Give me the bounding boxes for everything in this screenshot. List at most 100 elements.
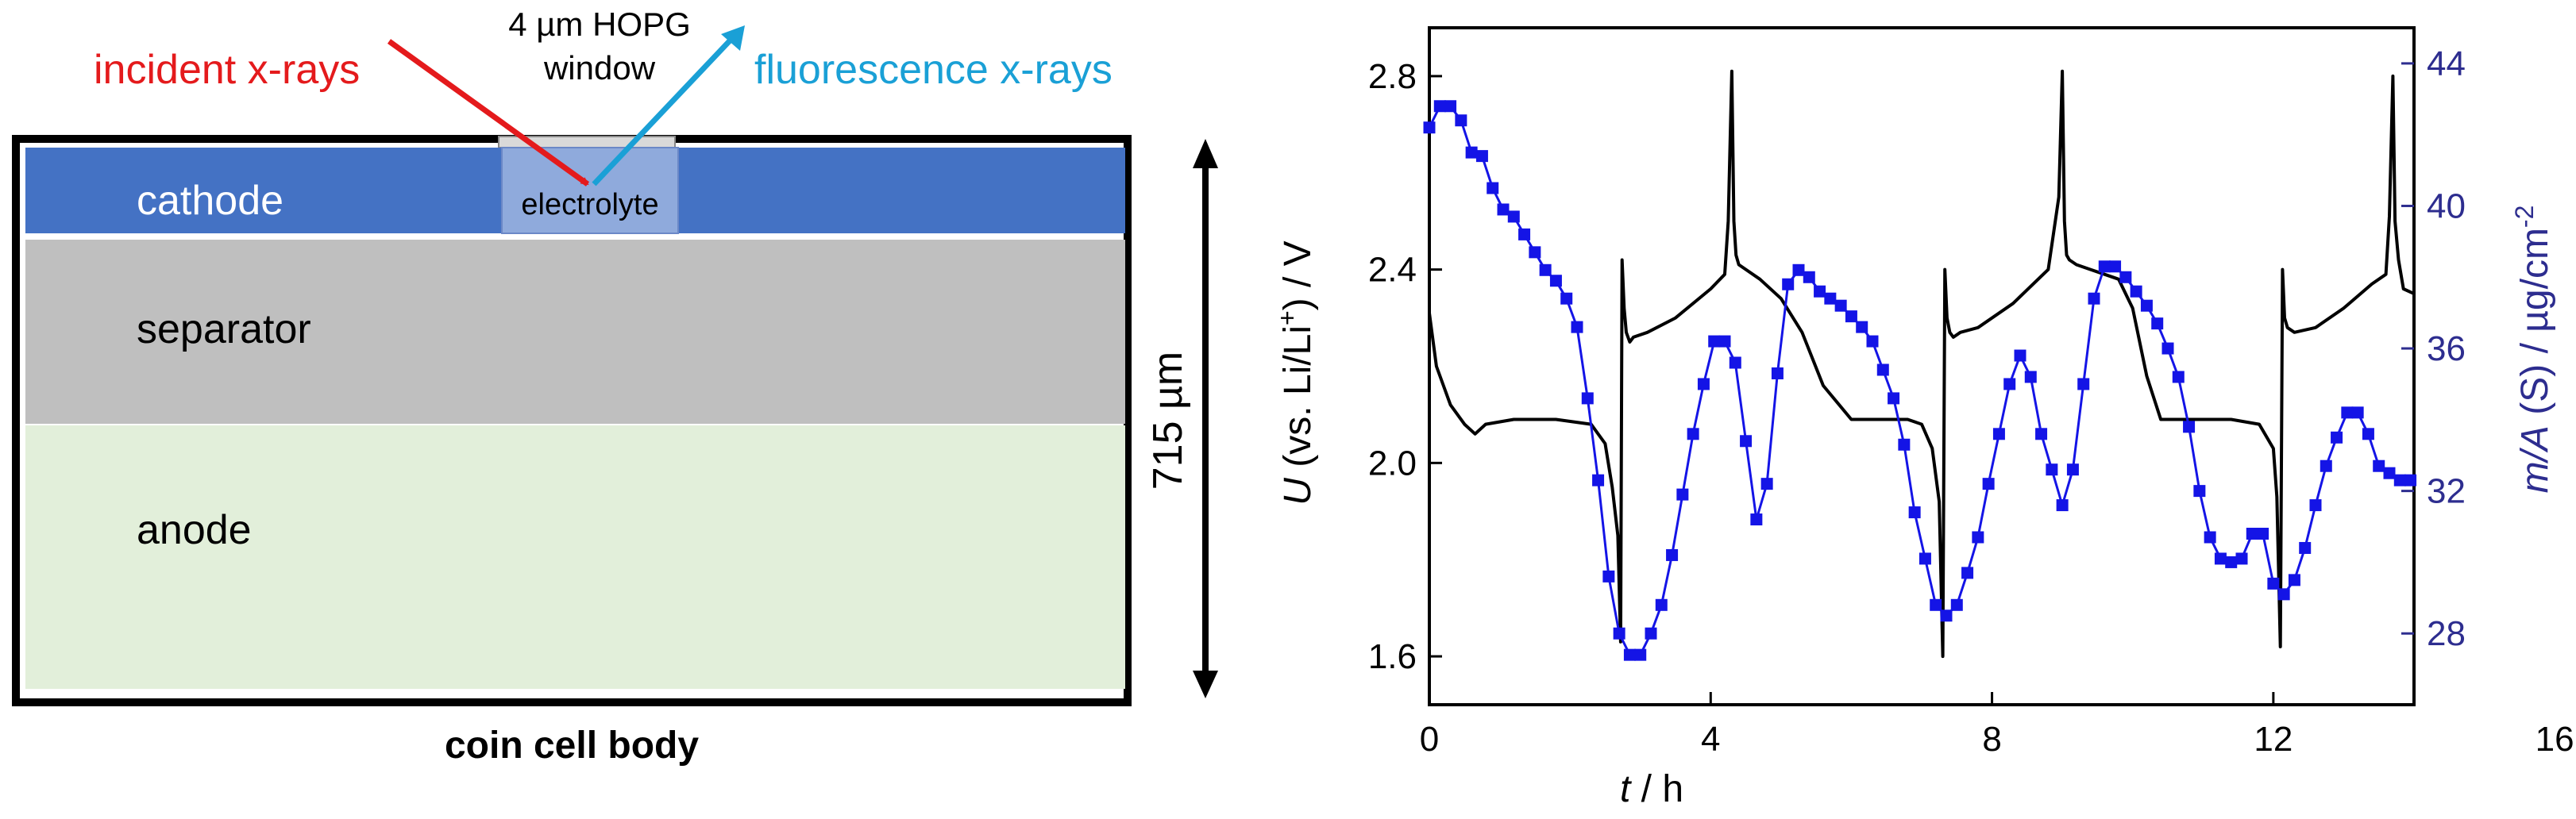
mass-point	[2277, 588, 2290, 601]
x-axis-ticks: 0 4 8 12 16	[1420, 692, 2574, 759]
series-layer	[1423, 69, 2417, 661]
mass-point	[1433, 100, 1446, 113]
mass-point	[2098, 260, 2111, 273]
mass-point	[2373, 459, 2385, 472]
y-right-axis-label-var: m/A	[2514, 425, 2556, 493]
x-axis-label-unit: / h	[1630, 768, 1683, 810]
mass-point	[1992, 428, 2005, 440]
mass-point	[2393, 474, 2406, 486]
y-right-tick-label: 36	[2427, 329, 2466, 368]
fluorescence-arrow-head	[721, 25, 745, 51]
mass-point	[2362, 428, 2374, 440]
mass-point	[1507, 210, 1520, 223]
mass-point	[1518, 228, 1531, 240]
mass-point	[2003, 378, 2016, 390]
mass-point	[1718, 335, 1731, 348]
mass-point	[1465, 146, 1478, 159]
mass-point	[2225, 556, 2238, 568]
mass-point	[1961, 567, 1974, 579]
y-left-axis-label-end: ) / V	[1277, 240, 1319, 310]
mass-point	[2341, 406, 2354, 419]
x-tick-label: 12	[2254, 720, 2293, 759]
mass-point	[2035, 428, 2048, 440]
mass-point	[1782, 278, 1795, 290]
mass-point	[2046, 463, 2058, 476]
mass-point	[2204, 531, 2216, 544]
mass-point	[1697, 378, 1710, 390]
mass-point	[1908, 506, 1921, 519]
mass-point	[1581, 392, 1594, 405]
y-right-tick-label: 28	[2427, 614, 2466, 653]
fluorescence-xray-arrow	[592, 33, 737, 186]
mass-point	[1539, 263, 1552, 276]
mass-point	[1888, 392, 1900, 405]
voltage-mass-chart: 0 4 8 12 16 1.6 2.0 2.4 2.8 28 32 36 40 44 t / h U …	[1273, 26, 2574, 810]
mass-point	[1876, 363, 1889, 376]
anode-label: anode	[137, 507, 252, 553]
mass-point	[1950, 598, 1963, 611]
y-left-axis-ticks: 1.6 2.0 2.4 2.8	[1368, 57, 1442, 676]
mass-point	[2088, 292, 2100, 305]
mass-point	[2288, 574, 2300, 586]
y-right-axis-label-sup: -2	[2510, 206, 2539, 228]
mass-point	[1708, 335, 1721, 348]
mass-point	[1930, 598, 1942, 611]
coin-cell-schematic: cathode electrolyte separator anode inci…	[12, 6, 1218, 767]
mass-point	[1982, 478, 1995, 490]
mass-point	[1919, 552, 1931, 565]
mass-point	[1866, 335, 1879, 348]
x-tick-label: 8	[1982, 720, 2001, 759]
mass-point	[2172, 371, 2185, 383]
mass-point	[2267, 577, 2280, 590]
electrolyte-label: electrolyte	[521, 188, 658, 221]
mass-point	[1834, 299, 1847, 312]
mass-point	[2161, 342, 2174, 355]
y-left-tick-label: 2.4	[1368, 251, 1417, 290]
mass-point	[2331, 431, 2343, 444]
mass-point	[2383, 467, 2396, 479]
x-axis-label: t / h	[1620, 768, 1683, 810]
thickness-arrow-top	[1193, 139, 1218, 168]
mass-point	[1740, 435, 1753, 448]
mass-point	[2193, 485, 2206, 498]
mass-point	[1824, 292, 1837, 305]
separator-label: separator	[137, 306, 311, 352]
mass-point	[1634, 648, 1647, 661]
mass-point	[1602, 570, 1615, 583]
mass-point	[2151, 317, 2164, 330]
mass-line	[1428, 105, 2411, 656]
y-left-axis-label-var: U	[1277, 478, 1319, 506]
mass-point	[1423, 121, 1436, 134]
mass-point	[2183, 421, 2196, 433]
mass-point	[2257, 528, 2269, 540]
mass-point	[2246, 528, 2258, 540]
incident-label: incident x-rays	[94, 47, 360, 93]
electrolyte-window	[501, 147, 679, 234]
mass-point	[1898, 438, 1911, 451]
mass-point	[2024, 371, 2037, 383]
y-right-axis-label: m/A (S) / µg/cm-2	[2510, 206, 2556, 494]
mass-point	[1845, 310, 1857, 323]
voltage-line	[1428, 69, 2415, 659]
mass-point	[2235, 552, 2248, 565]
y-left-tick-label: 1.6	[1368, 637, 1417, 676]
mass-point	[1455, 114, 1467, 127]
mass-point	[1676, 488, 1689, 501]
y-right-axis-label-unit: (S) / µg/cm	[2514, 228, 2556, 425]
x-tick-label: 16	[2536, 720, 2574, 759]
mass-point	[2320, 459, 2332, 472]
mass-point	[1571, 321, 1583, 333]
plot-frame	[1428, 26, 2416, 706]
y-left-axis-label: U (vs. Li/Li+) / V	[1273, 240, 1319, 505]
window-label-line2: window	[543, 49, 656, 87]
y-left-axis-label-sup: +	[1273, 310, 1301, 325]
mass-point	[1655, 598, 1668, 611]
mass-point	[1592, 474, 1605, 486]
mass-point	[2119, 271, 2132, 283]
mass-point	[2309, 499, 2322, 512]
fluorescence-label: fluorescence x-rays	[754, 47, 1113, 93]
y-right-tick-label: 40	[2427, 186, 2466, 225]
mass-point	[2214, 552, 2227, 565]
coin-cell-body-label: coin cell body	[445, 725, 699, 767]
y-right-tick-label: 32	[2427, 472, 2466, 511]
